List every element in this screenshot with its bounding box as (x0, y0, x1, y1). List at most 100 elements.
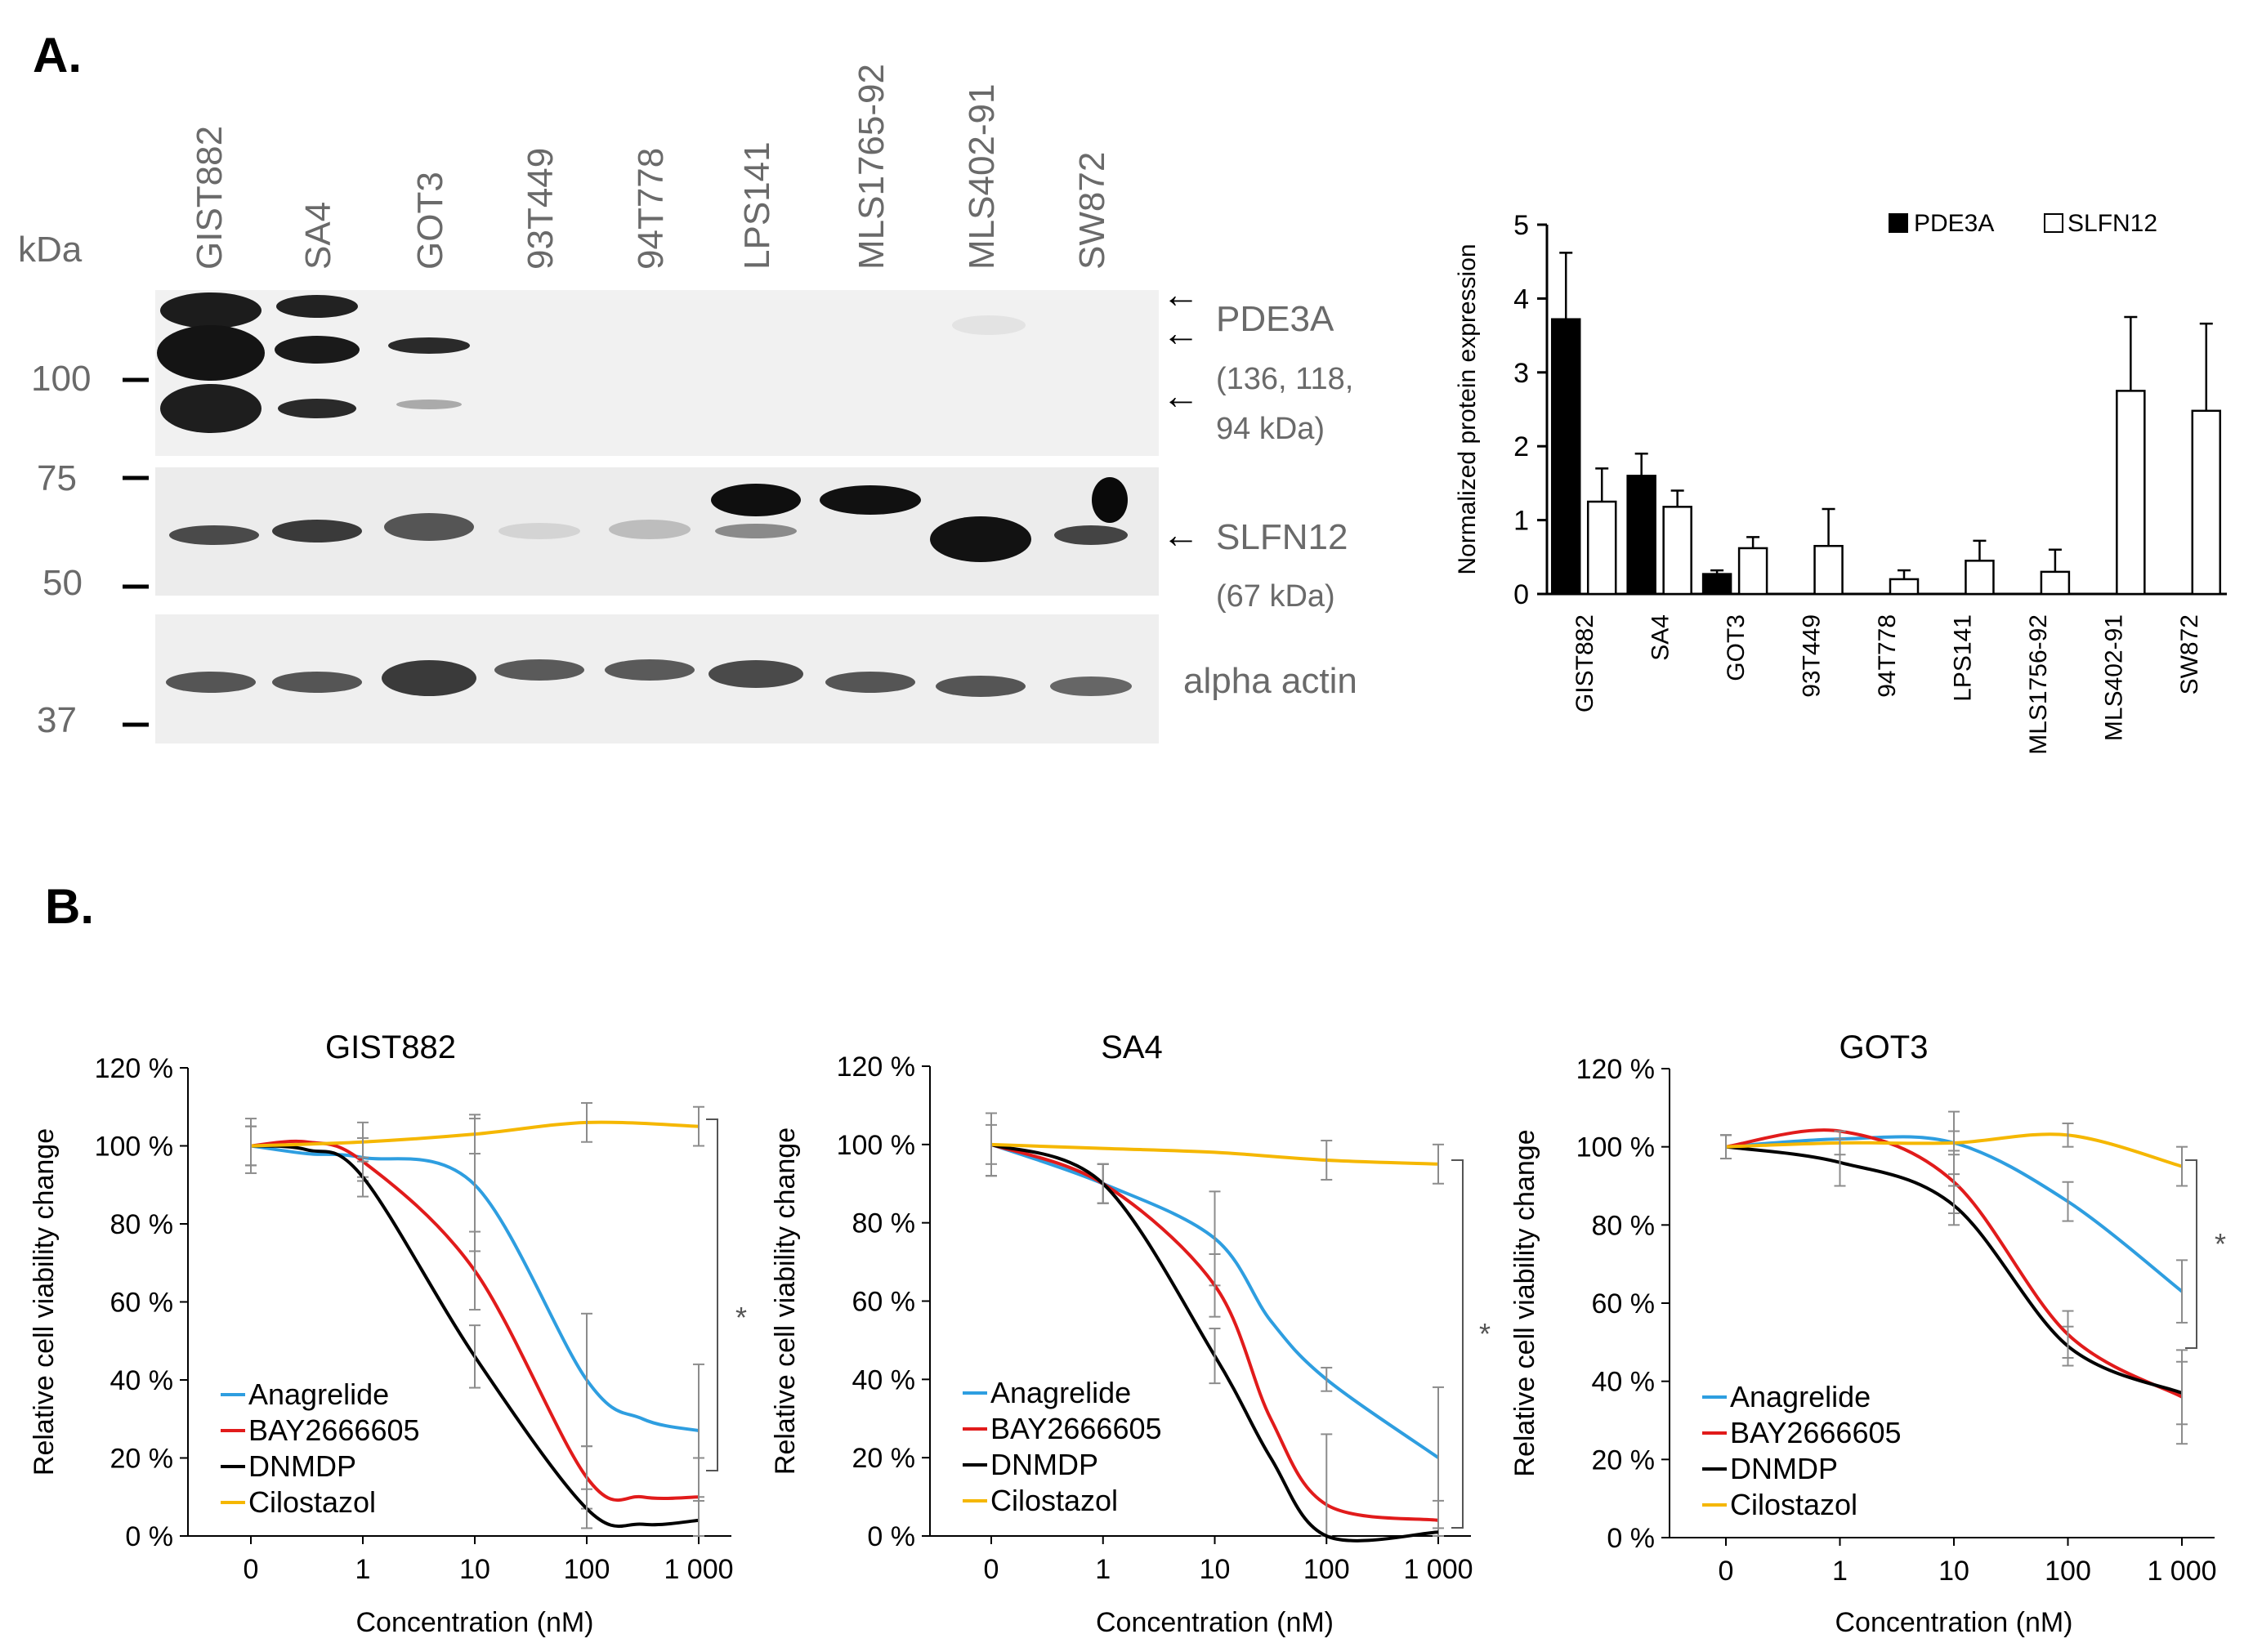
x-axis-label: Concentration (nM) (355, 1607, 593, 1638)
lane-label: 94T778 (631, 148, 671, 270)
series-line-cilostazol (990, 1142, 1439, 1166)
band (711, 484, 801, 516)
significance-bracket (706, 1118, 718, 1471)
legend-label-bay2666605: BAY2666605 (248, 1413, 420, 1447)
legend-label-dnmdp: DNMDP (248, 1449, 356, 1483)
y-tick-label: 60 % (1592, 1288, 1656, 1319)
mw-markers: 100 75 50 37 (31, 359, 149, 740)
bar-slfn12 (2040, 570, 2071, 596)
x-tick-label: 1 000 (664, 1554, 733, 1585)
lane-label: LPS141 (737, 141, 777, 270)
y-tick-label: 20 % (852, 1443, 916, 1474)
arrow-icon: ← (1162, 513, 1200, 556)
band (272, 520, 362, 542)
y-tick-label: 100 % (1576, 1132, 1655, 1163)
series-line-dnmdp (1725, 1145, 2183, 1395)
band (169, 525, 259, 545)
line-chart-sa4: SA4 0 % 20 % 40 % 60 % 80 % 100 % 120 % 0 1 10 100 1… (770, 1029, 1491, 1638)
y-tick-label: 5 (1513, 210, 1529, 241)
band (1054, 525, 1128, 545)
x-tick-label: 0 (1719, 1556, 1734, 1587)
lane-label: GIST882 (190, 126, 230, 270)
chart-title: GIST882 (325, 1029, 456, 1065)
marker-75: 75 (37, 458, 77, 498)
arrow-icon: ← (1162, 311, 1200, 354)
category-label: SW872 (2176, 614, 2203, 694)
y-axis-label: Relative cell viability change (770, 1127, 801, 1475)
marker-100: 100 (31, 359, 91, 399)
x-tick-label: 1 000 (2147, 1556, 2216, 1587)
band (715, 524, 797, 538)
legend-label-slfn12: SLFN12 (2067, 210, 2157, 237)
actin-label: alpha actin (1183, 661, 1357, 701)
y-tick-label: 80 % (110, 1209, 174, 1240)
bar-slfn12 (1813, 544, 1844, 596)
bar-slfn12 (1662, 506, 1692, 596)
lane-label: SW872 (1072, 152, 1112, 270)
slfn12-size: (67 kDa) (1216, 579, 1335, 614)
band (952, 315, 1026, 335)
legend-label-cilostazol: Cilostazol (248, 1485, 376, 1519)
legend-label-anagrelide: Anagrelide (1730, 1380, 1871, 1413)
legend-swatch-pde3a (1889, 213, 1908, 233)
line-chart-gist882: GIST882 0 % 20 % 40 % 60 % 80 % 100 % 120 % 0 1 10… (29, 1029, 747, 1638)
y-tick-label: 120 % (1576, 1054, 1655, 1085)
legend-label-anagrelide: Anagrelide (248, 1377, 389, 1411)
band (396, 400, 462, 409)
bar-slfn12 (1586, 500, 1617, 596)
x-tick-label: 100 (564, 1554, 610, 1585)
y-tick-label: 0 % (867, 1521, 915, 1552)
band-annotations: ← ← ← ← PDE3A (136, 118, 94 kDa) SLFN12 … (1162, 273, 1357, 701)
y-tick-label: 0 (1513, 579, 1529, 610)
band (276, 295, 358, 318)
legend-label-bay2666605: BAY2666605 (990, 1412, 1162, 1445)
y-tick-label: 40 % (1592, 1367, 1656, 1398)
band (160, 384, 262, 433)
legend-label-bay2666605: BAY2666605 (1730, 1416, 1902, 1449)
y-tick-label: 120 % (837, 1051, 915, 1083)
y-tick-label: 2 (1513, 431, 1529, 462)
x-tick-label: 1 (1832, 1556, 1848, 1587)
significance-marker: * (1479, 1317, 1491, 1351)
y-tick-label: 120 % (95, 1053, 173, 1084)
chart-title: GOT3 (1840, 1029, 1929, 1065)
band (498, 523, 580, 539)
bar-pde3a (1550, 318, 1581, 596)
chart-title: SA4 (1101, 1029, 1163, 1065)
legend-label-dnmdp: DNMDP (990, 1448, 1098, 1481)
band (1050, 676, 1132, 696)
band (930, 516, 1031, 562)
lane-label: GOT3 (410, 172, 450, 270)
bar-slfn12 (1737, 547, 1768, 596)
band (494, 659, 584, 681)
x-tick-label: 100 (2045, 1556, 2091, 1587)
pde3a-size-line2: 94 kDa) (1216, 412, 1325, 446)
pde3a-label: PDE3A (1216, 299, 1334, 339)
pde3a-size-line1: (136, 118, (1216, 362, 1353, 396)
category-label: GIST882 (1571, 614, 1598, 712)
bar-slfn12 (2191, 409, 2222, 596)
band (709, 660, 803, 688)
lane-labels: GIST882 SA4 GOT3 93T449 94T778 LPS141 MLS1765-… (190, 64, 1112, 270)
band (936, 676, 1026, 697)
pde3a-bands (157, 292, 1026, 433)
category-label: MLS1756-92 (2025, 614, 2052, 755)
y-tick-label: 100 % (95, 1132, 173, 1163)
lane-label: SA4 (298, 202, 338, 270)
series-line-anagrelide (990, 1142, 1440, 1459)
band (275, 336, 360, 364)
y-tick-label: 0 % (1607, 1523, 1655, 1554)
x-axis-label: Concentration (nM) (1835, 1607, 2072, 1638)
y-tick-label: 1 (1513, 506, 1529, 537)
arrow-icon: ← (1162, 374, 1200, 417)
band (157, 325, 265, 381)
x-tick-label: 1 (1095, 1554, 1111, 1585)
y-tick-label: 80 % (852, 1208, 916, 1239)
category-label: LPS141 (1949, 614, 1976, 702)
category-label: MLS402-91 (2100, 614, 2127, 741)
lane-label: 93T449 (521, 148, 561, 270)
y-tick-label: 20 % (110, 1444, 174, 1475)
significance-bracket (2185, 1159, 2197, 1349)
y-tick-label: 20 % (1592, 1444, 1656, 1476)
series-line-dnmdp (990, 1142, 1439, 1543)
